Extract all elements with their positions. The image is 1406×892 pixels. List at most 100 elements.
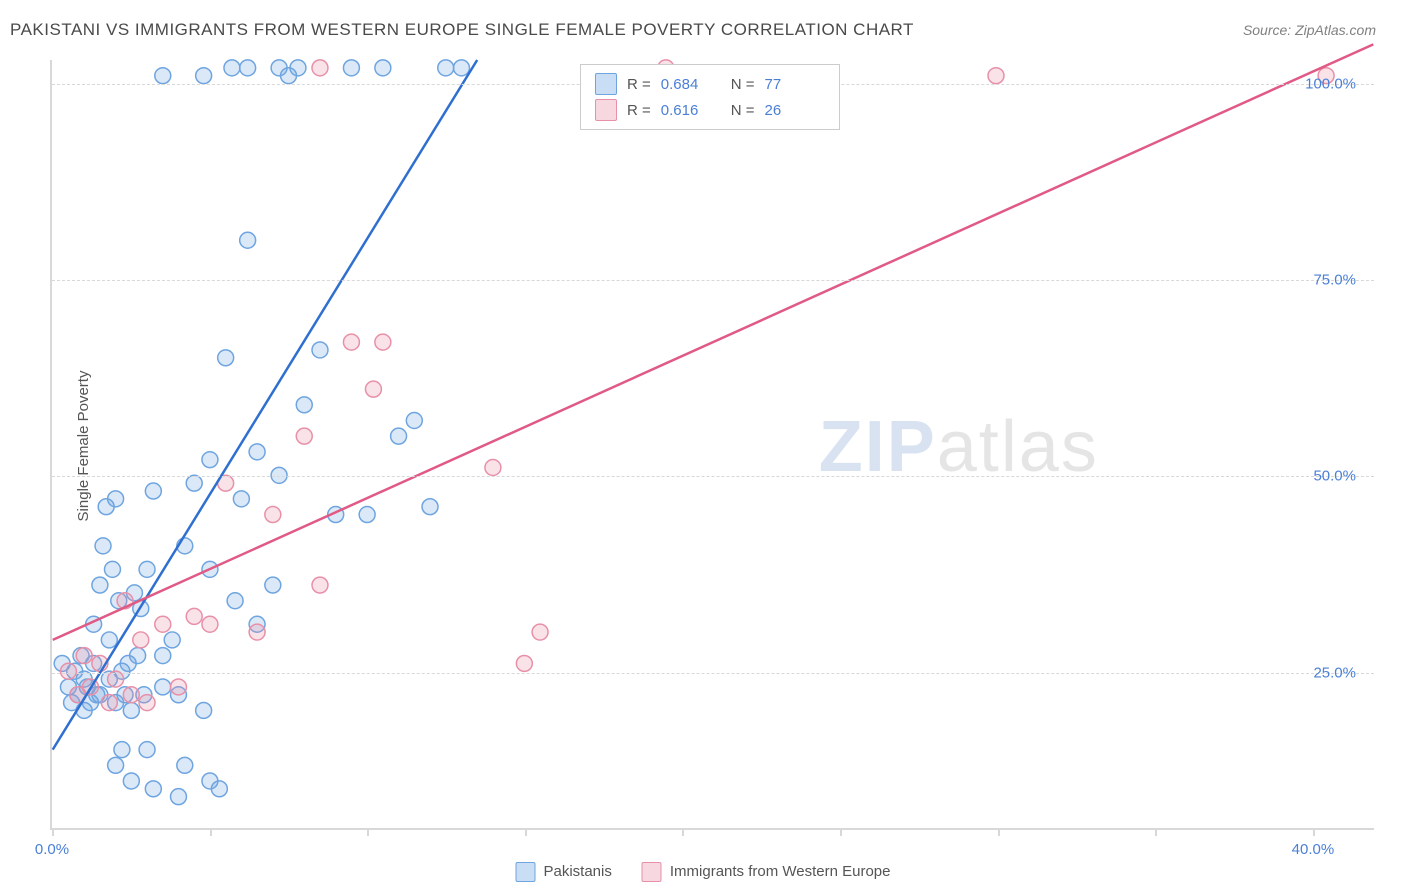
- data-point: [139, 742, 155, 758]
- legend-stats-row: R =0.616N =26: [595, 97, 825, 123]
- data-point: [76, 648, 92, 664]
- data-point: [343, 334, 359, 350]
- x-tick: [52, 828, 54, 836]
- data-point: [171, 679, 187, 695]
- n-value: 26: [765, 102, 825, 119]
- data-point: [485, 460, 501, 476]
- data-point: [101, 695, 117, 711]
- data-point: [343, 60, 359, 76]
- data-point: [114, 742, 130, 758]
- data-point: [312, 342, 328, 358]
- legend-item: Pakistanis: [515, 862, 611, 882]
- data-point: [296, 428, 312, 444]
- data-point: [422, 499, 438, 515]
- data-point: [406, 413, 422, 429]
- y-tick-label: 25.0%: [1313, 664, 1356, 681]
- data-point: [145, 781, 161, 797]
- n-label: N =: [731, 76, 755, 93]
- data-point: [290, 60, 306, 76]
- data-point: [104, 561, 120, 577]
- data-point: [139, 695, 155, 711]
- data-point: [312, 577, 328, 593]
- data-point: [240, 232, 256, 248]
- data-point: [265, 577, 281, 593]
- legend-swatch: [515, 862, 535, 882]
- x-tick-label: 40.0%: [1292, 841, 1335, 858]
- data-point: [202, 452, 218, 468]
- data-point: [249, 444, 265, 460]
- data-point: [186, 475, 202, 491]
- x-tick-label: 0.0%: [35, 841, 69, 858]
- r-label: R =: [627, 102, 651, 119]
- data-point: [196, 702, 212, 718]
- plot-area: ZIPatlas 25.0%50.0%75.0%100.0%0.0%40.0%: [50, 60, 1374, 830]
- data-point: [60, 663, 76, 679]
- data-point: [988, 68, 1004, 84]
- legend-label: Pakistanis: [543, 863, 611, 880]
- data-point: [130, 648, 146, 664]
- data-point: [375, 60, 391, 76]
- data-point: [186, 608, 202, 624]
- data-point: [211, 781, 227, 797]
- data-point: [139, 561, 155, 577]
- data-point: [271, 467, 287, 483]
- legend-stats-row: R = 0.684 N = 77: [595, 71, 825, 97]
- y-tick-label: 75.0%: [1313, 272, 1356, 289]
- gridline-horizontal: [52, 476, 1374, 477]
- data-point: [265, 507, 281, 523]
- data-point: [155, 68, 171, 84]
- data-point: [164, 632, 180, 648]
- data-point: [177, 757, 193, 773]
- legend-statistics-box: R =0.684N =77R =0.616N =26: [580, 64, 840, 130]
- data-point: [155, 648, 171, 664]
- x-tick: [998, 828, 1000, 836]
- x-tick: [525, 828, 527, 836]
- data-point: [516, 655, 532, 671]
- legend-stats-swatch: [595, 73, 617, 95]
- data-point: [171, 789, 187, 805]
- x-tick: [367, 828, 369, 836]
- data-point: [438, 60, 454, 76]
- data-point: [196, 68, 212, 84]
- data-point: [133, 632, 149, 648]
- x-tick: [1313, 828, 1315, 836]
- x-tick: [682, 828, 684, 836]
- legend-bottom: Pakistanis Immigrants from Western Europe: [515, 862, 890, 882]
- legend-label: Immigrants from Western Europe: [670, 863, 891, 880]
- data-point: [202, 616, 218, 632]
- x-tick: [210, 828, 212, 836]
- data-point: [365, 381, 381, 397]
- data-point: [391, 428, 407, 444]
- data-point: [296, 397, 312, 413]
- data-point: [101, 632, 117, 648]
- data-point: [155, 616, 171, 632]
- gridline-horizontal: [52, 280, 1374, 281]
- data-point: [249, 624, 265, 640]
- legend-swatch: [642, 862, 662, 882]
- data-point: [375, 334, 391, 350]
- data-point: [532, 624, 548, 640]
- n-label: N =: [731, 102, 755, 119]
- data-point: [92, 577, 108, 593]
- data-point: [240, 60, 256, 76]
- data-point: [359, 507, 375, 523]
- data-point: [108, 491, 124, 507]
- source-attribution: Source: ZipAtlas.com: [1243, 22, 1376, 38]
- data-point: [108, 757, 124, 773]
- r-label: R =: [627, 76, 651, 93]
- data-point: [312, 60, 328, 76]
- r-value: 0.684: [661, 76, 721, 93]
- data-point: [123, 702, 139, 718]
- data-point: [227, 593, 243, 609]
- n-value: 77: [765, 76, 825, 93]
- chart-title: PAKISTANI VS IMMIGRANTS FROM WESTERN EUR…: [10, 20, 914, 40]
- data-point: [123, 773, 139, 789]
- data-point: [233, 491, 249, 507]
- gridline-horizontal: [52, 673, 1374, 674]
- y-tick-label: 100.0%: [1305, 75, 1356, 92]
- data-point: [224, 60, 240, 76]
- data-point: [155, 679, 171, 695]
- regression-line: [53, 44, 1374, 640]
- y-tick-label: 50.0%: [1313, 468, 1356, 485]
- data-point: [453, 60, 469, 76]
